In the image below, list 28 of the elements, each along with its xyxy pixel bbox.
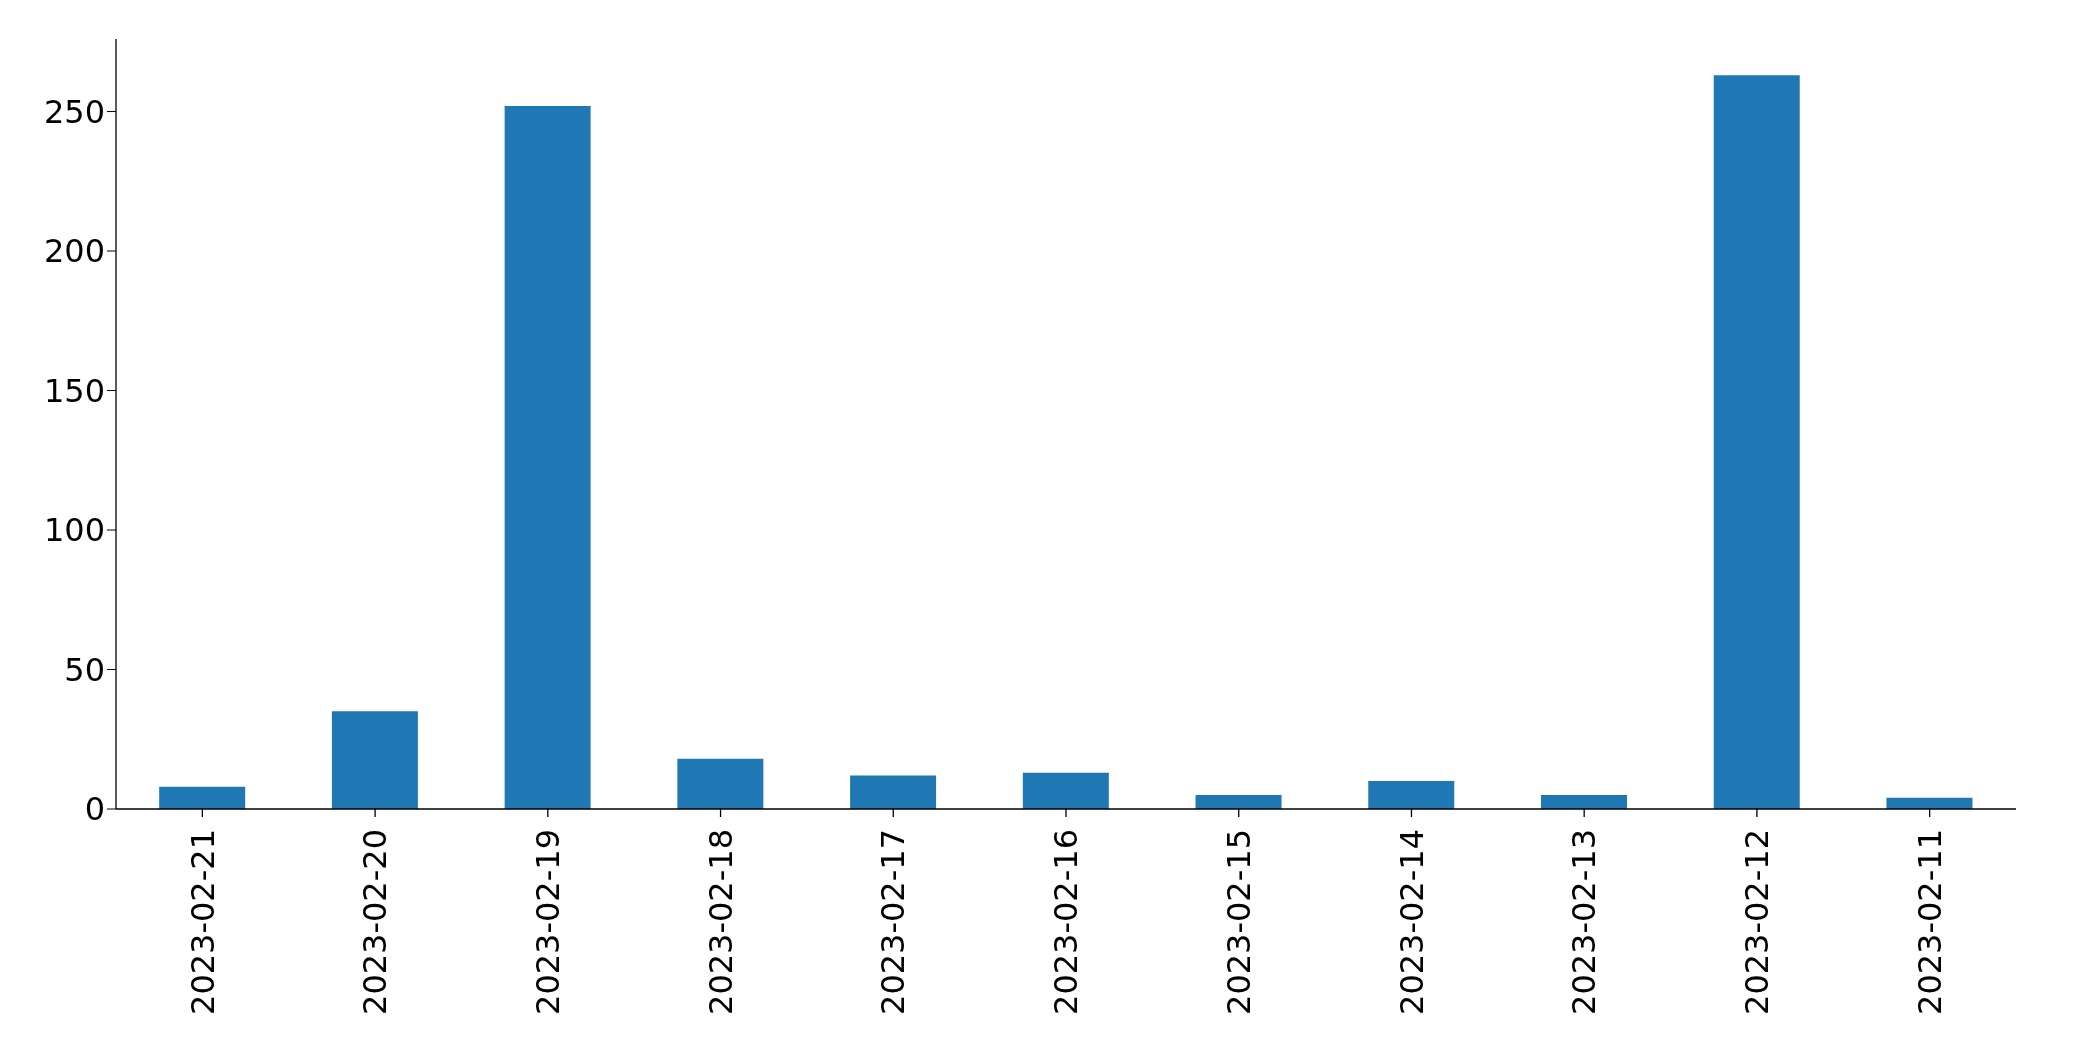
y-tick-label: 150 — [43, 371, 105, 410]
x-tick-label: 2023-02-11 — [1910, 829, 1949, 1015]
bar — [159, 786, 246, 809]
x-tick-label: 2023-02-17 — [874, 829, 913, 1015]
x-tick-label: 2023-02-12 — [1738, 829, 1777, 1015]
y-tick-label: 50 — [64, 650, 105, 689]
bar — [1195, 795, 1282, 809]
y-tick-label: 0 — [84, 790, 105, 829]
bar — [1368, 781, 1455, 809]
y-tick-label: 200 — [43, 232, 105, 271]
bar — [677, 758, 764, 809]
x-tick-label: 2023-02-18 — [701, 829, 740, 1015]
x-tick-label: 2023-02-13 — [1565, 829, 1604, 1015]
bar — [504, 105, 591, 809]
bar — [1541, 795, 1627, 809]
bar — [1022, 772, 1109, 809]
bar — [1886, 797, 1973, 809]
x-tick-label: 2023-02-16 — [1047, 829, 1086, 1015]
y-tick-label: 250 — [43, 92, 105, 131]
x-tick-label: 2023-02-21 — [183, 829, 222, 1015]
bar — [1713, 75, 1800, 809]
bar — [850, 775, 937, 809]
y-tick-label: 100 — [43, 511, 105, 550]
x-tick-label: 2023-02-15 — [1219, 829, 1258, 1015]
bar — [331, 711, 418, 809]
x-tick-label: 2023-02-19 — [529, 829, 568, 1015]
x-tick-label: 2023-02-14 — [1392, 829, 1431, 1015]
x-tick-label: 2023-02-20 — [356, 829, 395, 1015]
